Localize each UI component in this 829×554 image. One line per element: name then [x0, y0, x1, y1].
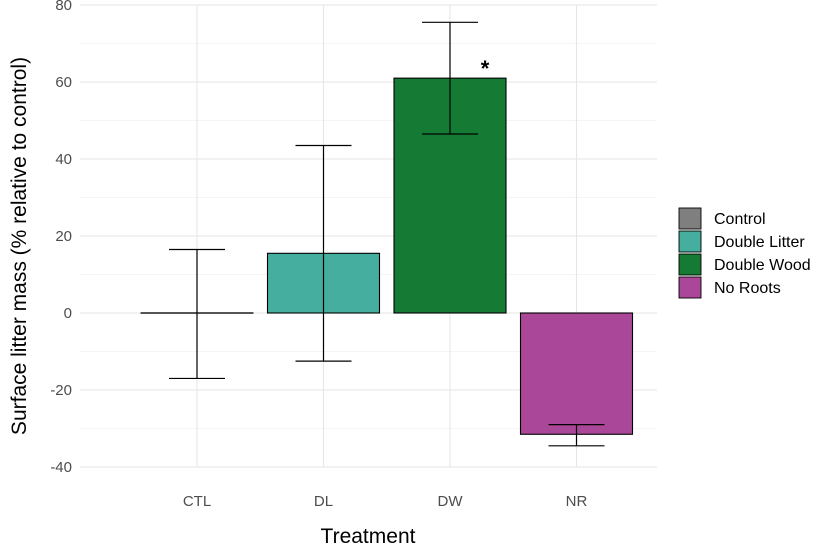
y-tick-label: 60	[55, 74, 72, 91]
legend-label-no-roots: No Roots	[714, 280, 781, 297]
y-tick-label: 20	[55, 228, 72, 245]
x-tick-label-dw: DW	[438, 493, 464, 510]
legend-label-control: Control	[714, 211, 766, 228]
x-tick-label-dl: DL	[314, 493, 333, 510]
y-axis-ticks: -40 -20 0 20 40 60 80	[50, 0, 72, 476]
x-axis-ticks: CTL DL DW NR	[183, 493, 588, 510]
y-tick-label: 0	[64, 305, 72, 322]
y-tick-label: 80	[55, 0, 72, 14]
legend-label-double-wood: Double Wood	[714, 257, 811, 274]
annotation-dw: *	[481, 56, 490, 81]
annotations-group: *	[481, 56, 490, 81]
legend: Control Double Litter Double Wood No Roots	[678, 207, 811, 299]
bar-nr	[519, 312, 634, 435]
y-tick-label: -40	[50, 459, 72, 476]
bars-group	[140, 77, 634, 435]
x-tick-label-nr: NR	[566, 493, 588, 510]
legend-key-control	[678, 207, 702, 230]
legend-key-double-wood	[678, 253, 702, 276]
y-tick-label: -20	[50, 382, 72, 399]
legend-key-double-litter	[678, 230, 702, 253]
error-bars-group	[169, 21, 605, 447]
legend-key-no-roots	[678, 276, 702, 299]
x-tick-label-ctl: CTL	[183, 493, 211, 510]
y-tick-label: 40	[55, 151, 72, 168]
x-axis-title: Treatment	[321, 525, 416, 548]
y-axis-title: Surface litter mass (% relative to contr…	[8, 57, 31, 435]
legend-label-double-litter: Double Litter	[714, 234, 805, 251]
